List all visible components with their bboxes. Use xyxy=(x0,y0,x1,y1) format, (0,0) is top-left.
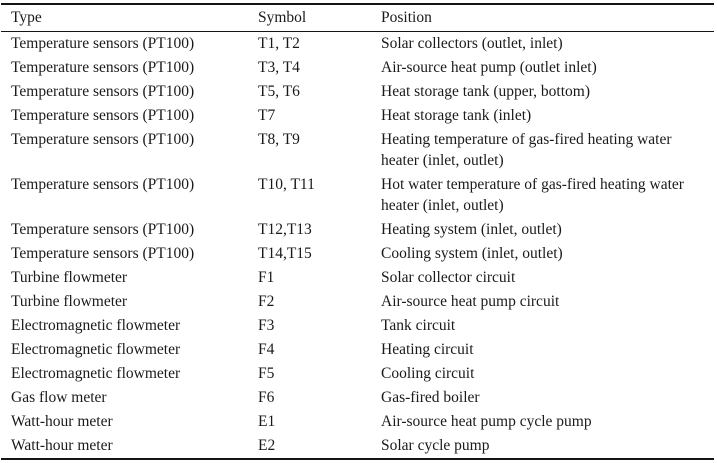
cell-type: Temperature sensors (PT100) xyxy=(11,221,195,238)
cell-type: Electromagnetic flowmeter xyxy=(11,365,181,382)
cell-type: Electromagnetic flowmeter xyxy=(11,341,181,358)
cell-symbol: F4 xyxy=(258,341,275,358)
cell-type: Watt-hour meter xyxy=(11,437,113,454)
cell-symbol: T14,T15 xyxy=(258,245,312,262)
cell-symbol: T12,T13 xyxy=(258,221,312,238)
cell-type: Temperature sensors (PT100) xyxy=(11,83,195,100)
cell-type: Gas flow meter xyxy=(11,389,107,406)
cell-position: Solar collectors (outlet, inlet) xyxy=(381,35,563,52)
cell-position: Hot water temperature of gas-fired heati… xyxy=(381,176,684,214)
cell-type: Watt-hour meter xyxy=(11,413,113,430)
header-cell-symbol: Symbol xyxy=(258,4,381,32)
table-row: Temperature sensors (PT100) T1, T2 Solar… xyxy=(1,32,714,57)
table-row: Temperature sensors (PT100) T12,T13 Heat… xyxy=(1,218,714,242)
cell-position: Heating system (inlet, outlet) xyxy=(381,221,562,238)
table-row: Temperature sensors (PT100) T14,T15 Cool… xyxy=(1,242,714,266)
cell-symbol: F3 xyxy=(258,317,275,334)
cell-symbol: T10, T11 xyxy=(258,176,315,193)
sensor-instrumentation-table: Type Symbol Position Temperature sensors… xyxy=(1,3,714,460)
table-header: Type Symbol Position xyxy=(1,4,714,32)
cell-type: Turbine flowmeter xyxy=(11,269,128,286)
header-cell-position: Position xyxy=(381,4,714,32)
cell-symbol: T3, T4 xyxy=(258,59,300,76)
table-row: Electromagnetic flowmeter F3 Tank circui… xyxy=(1,314,714,338)
cell-position: Heating circuit xyxy=(381,341,474,358)
table-row: Temperature sensors (PT100) T8, T9 Heati… xyxy=(1,128,714,173)
cell-symbol: T5, T6 xyxy=(258,83,300,100)
cell-symbol: T7 xyxy=(258,107,276,124)
cell-symbol: F2 xyxy=(258,293,275,310)
cell-position: Air-source heat pump cycle pump xyxy=(381,413,592,430)
cell-position: Solar cycle pump xyxy=(381,437,490,454)
cell-position: Cooling circuit xyxy=(381,365,475,382)
cell-type: Temperature sensors (PT100) xyxy=(11,59,195,76)
cell-type: Temperature sensors (PT100) xyxy=(11,176,195,193)
cell-symbol: F6 xyxy=(258,389,275,406)
table-row: Temperature sensors (PT100) T3, T4 Air-s… xyxy=(1,56,714,80)
cell-type: Temperature sensors (PT100) xyxy=(11,107,195,124)
cell-symbol: E2 xyxy=(258,437,276,454)
cell-symbol: E1 xyxy=(258,413,276,430)
cell-position: Heating temperature of gas-fired heating… xyxy=(381,131,672,169)
cell-type: Temperature sensors (PT100) xyxy=(11,35,195,52)
cell-position: Gas-fired boiler xyxy=(381,389,480,406)
table-row: Temperature sensors (PT100) T10, T11 Hot… xyxy=(1,173,714,218)
table-body: Temperature sensors (PT100) T1, T2 Solar… xyxy=(1,32,714,460)
cell-type: Turbine flowmeter xyxy=(11,293,128,310)
cell-type: Electromagnetic flowmeter xyxy=(11,317,181,334)
cell-symbol: T8, T9 xyxy=(258,131,300,148)
cell-position: Solar collector circuit xyxy=(381,269,516,286)
cell-symbol: T1, T2 xyxy=(258,35,300,52)
table-row: Electromagnetic flowmeter F4 Heating cir… xyxy=(1,338,714,362)
cell-position: Air-source heat pump circuit xyxy=(381,293,560,310)
header-cell-type: Type xyxy=(1,4,258,32)
table-row: Turbine flowmeter F2 Air-source heat pum… xyxy=(1,290,714,314)
header-row: Type Symbol Position xyxy=(1,4,714,32)
table-row: Turbine flowmeter F1 Solar collector cir… xyxy=(1,266,714,290)
table-row: Watt-hour meter E1 Air-source heat pump … xyxy=(1,410,714,434)
cell-position: Tank circuit xyxy=(381,317,456,334)
cell-symbol: F1 xyxy=(258,269,275,286)
cell-type: Temperature sensors (PT100) xyxy=(11,131,195,148)
cell-position: Heat storage tank (upper, bottom) xyxy=(381,83,590,100)
table-row: Electromagnetic flowmeter F5 Cooling cir… xyxy=(1,362,714,386)
table-row: Temperature sensors (PT100) T7 Heat stor… xyxy=(1,104,714,128)
cell-position: Heat storage tank (inlet) xyxy=(381,107,532,124)
cell-type: Temperature sensors (PT100) xyxy=(11,245,195,262)
table-row: Gas flow meter F6 Gas-fired boiler xyxy=(1,386,714,410)
cell-position: Air-source heat pump (outlet inlet) xyxy=(381,59,597,76)
table-row: Temperature sensors (PT100) T5, T6 Heat … xyxy=(1,80,714,104)
cell-symbol: F5 xyxy=(258,365,275,382)
table-row: Watt-hour meter E2 Solar cycle pump xyxy=(1,434,714,459)
cell-position: Cooling system (inlet, outlet) xyxy=(381,245,563,262)
